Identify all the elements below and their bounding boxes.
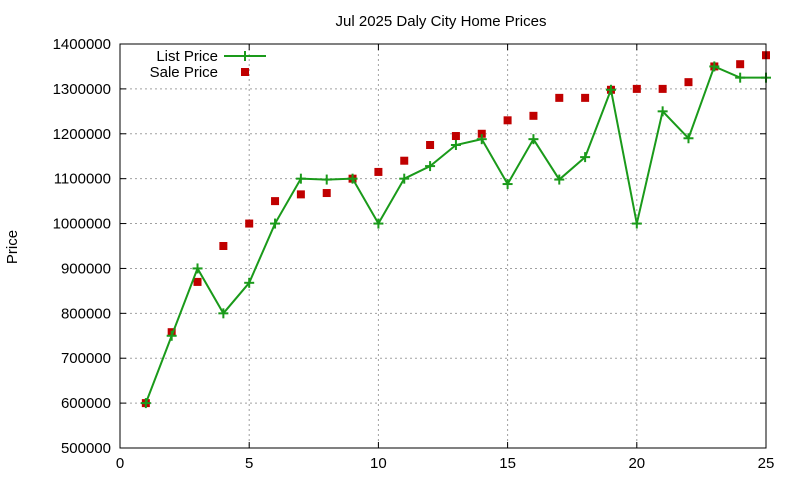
list-price-point [321,174,332,185]
y-tick-label: 1400000 [53,36,111,53]
sale-price-point [555,93,564,102]
sale-price-point [658,84,667,93]
y-axis-label: Price [4,230,21,264]
chart-title: Jul 2025 Daly City Home Prices [336,13,547,30]
list-price-point [244,277,255,288]
list-price-point [502,179,513,190]
y-tick-label: 1200000 [53,126,111,143]
list-price-point [605,84,616,95]
list-price-point [657,106,668,117]
list-price-point [347,173,358,184]
sale-price-point [426,141,435,149]
list-price-point [683,133,694,144]
y-tick-label: 800000 [61,305,111,322]
list-price-point [554,174,565,185]
list-price-point [270,218,281,229]
plot-area [140,51,771,409]
list-price-point [218,308,229,319]
sale-price-point [322,189,331,198]
sale-price-point [632,84,641,93]
list-price-line [144,65,766,404]
y-tick-label: 500000 [61,440,111,457]
sale-price-point [374,167,383,176]
sale-price-point [451,132,460,141]
y-tick-label: 1100000 [54,171,111,188]
y-tick-label: 700000 [61,350,111,367]
sale-price-point [581,93,590,102]
y-tick-label: 1300000 [53,81,111,98]
list-price-point [450,140,461,150]
x-tick-label: 25 [758,455,775,472]
legend-label-sale-price: Sale Price [150,64,218,81]
list-price-point [140,398,151,409]
list-price-point [528,134,539,145]
legend-label-list-price: List Price [156,48,218,65]
gridlines [120,44,766,448]
x-tick-label: 10 [370,455,387,472]
sale-price-point [503,116,512,125]
list-price-point [709,61,720,72]
y-tick-label: 1000000 [53,216,111,233]
plot-frame [119,43,767,449]
sale-price-point [193,277,202,286]
sale-price-point [296,190,305,199]
list-price-point [399,173,410,184]
sale-price-point [219,242,228,250]
x-tick-label: 0 [116,455,124,472]
x-tick-label: 5 [245,455,253,472]
legend-swatch-sale-price [241,68,249,76]
list-price-point [580,152,591,163]
sale-price-point [245,219,254,228]
list-price-point [192,263,203,274]
x-tick-label: 20 [628,455,645,472]
sale-price-point [400,156,409,165]
sale-price-point [529,111,538,120]
sale-price-point [477,129,486,138]
list-price-point [631,218,642,229]
y-tick-label: 900000 [61,260,111,277]
list-price-point [166,330,177,341]
list-price-point [476,134,487,145]
sale-price-point [736,60,745,69]
sale-price-point [684,78,693,87]
list-price-point [295,173,306,184]
list-price-point [373,218,384,229]
sale-price-point [271,197,280,206]
list-price-point [735,72,746,83]
list-price-point [425,161,436,172]
y-tick-label: 600000 [61,395,111,412]
axis-ticks: 0 5 10 15 20 25 500000 600000 700000 800000 900000… [53,36,775,472]
x-tick-label: 15 [499,455,516,472]
